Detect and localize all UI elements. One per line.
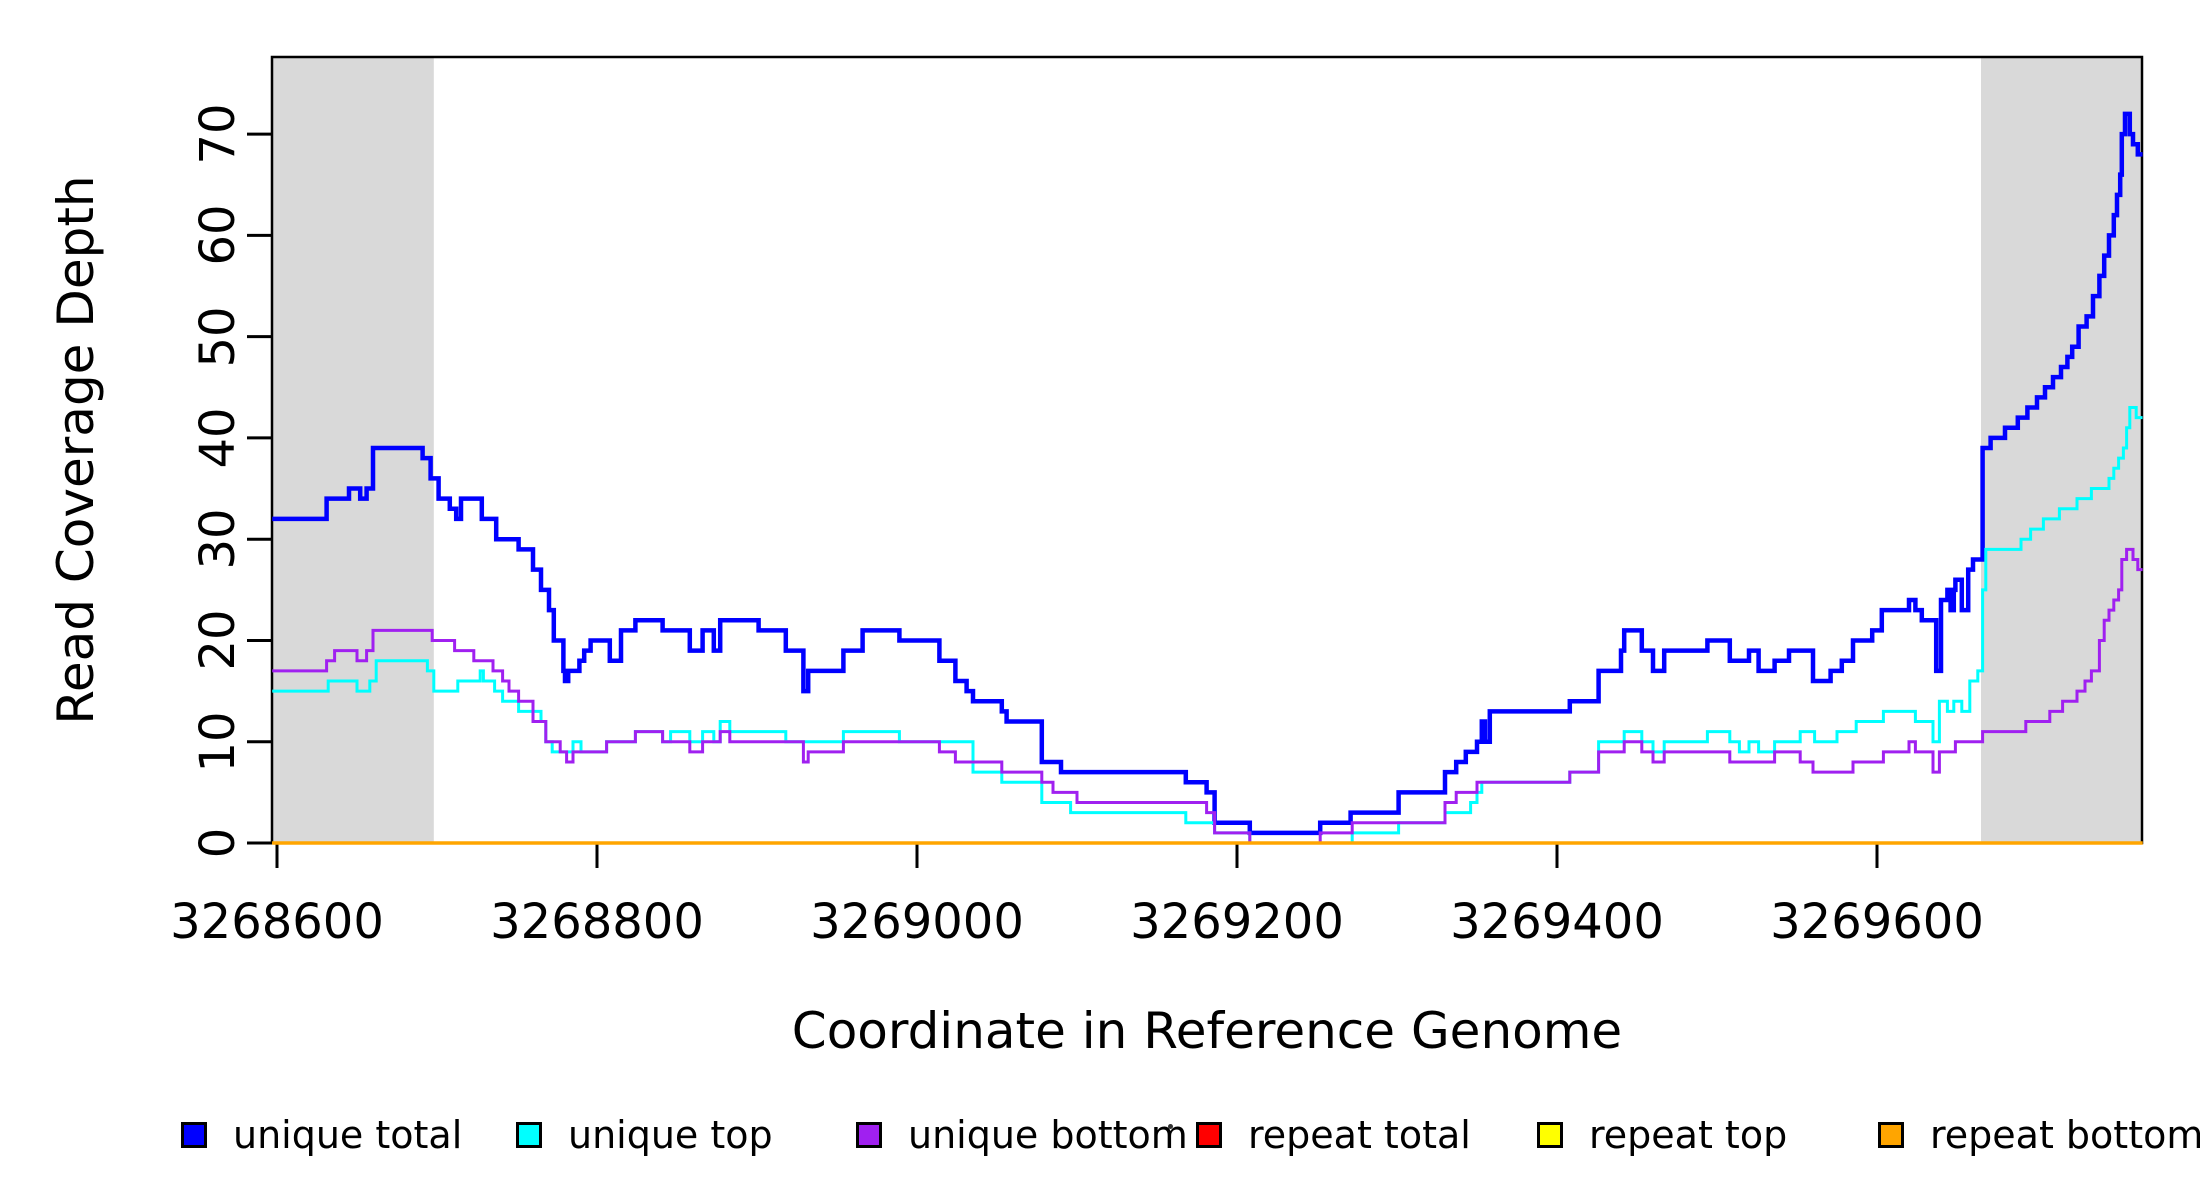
x-axis-title: Coordinate in Reference Genome	[791, 1002, 1623, 1060]
legend-label: unique total	[233, 1113, 463, 1157]
x-tick-label: 3269600	[1770, 894, 1984, 950]
stray-dot	[1168, 1124, 1173, 1129]
legend-label: repeat total	[1248, 1113, 1471, 1157]
legend-swatch-icon	[1537, 1122, 1563, 1148]
y-tick-label: 50	[190, 306, 246, 368]
y-tick-label: 30	[190, 508, 246, 570]
x-tick-label: 3268800	[490, 894, 704, 950]
legend-item-repeat-total: repeat total	[1196, 1112, 1471, 1158]
legend-item-unique-bottom: unique bottom	[856, 1112, 1188, 1158]
series-unique-bottom	[272, 547, 2143, 845]
legend-swatch-icon	[856, 1122, 882, 1148]
x-tick-label: 3269000	[810, 894, 1024, 950]
y-tick-label: 60	[190, 204, 246, 266]
x-tick-label: 3269200	[1130, 894, 1344, 950]
y-tick-label: 40	[190, 407, 246, 469]
plot-frame	[270, 55, 2144, 845]
legend-swatch-icon	[516, 1122, 542, 1148]
y-tick-label: 10	[190, 711, 246, 773]
legend-item-unique-total: unique total	[181, 1112, 462, 1158]
legend-label: repeat bottom	[1930, 1113, 2200, 1157]
legend-label: unique top	[568, 1113, 773, 1157]
y-tick-label: 0	[190, 827, 246, 859]
legend-label: unique bottom	[908, 1113, 1188, 1157]
shaded-region	[1981, 57, 2142, 843]
legend-item-repeat-bottom: repeat bottom	[1878, 1112, 2200, 1158]
legend-swatch-icon	[1878, 1122, 1904, 1148]
legend-swatch-icon	[1196, 1122, 1222, 1148]
x-tick-label: 3268600	[170, 894, 384, 950]
legend-item-unique-top: unique top	[516, 1112, 773, 1158]
legend-swatch-icon	[181, 1122, 207, 1148]
series-unique-total	[272, 111, 2143, 836]
x-tick-label: 3269400	[1450, 894, 1664, 950]
y-tick-label: 20	[190, 609, 246, 671]
y-axis-title: Read Coverage Depth	[47, 175, 105, 725]
y-tick-label: 70	[190, 103, 246, 165]
legend-item-repeat-top: repeat top	[1537, 1112, 1787, 1158]
legend-label: repeat top	[1589, 1113, 1788, 1157]
